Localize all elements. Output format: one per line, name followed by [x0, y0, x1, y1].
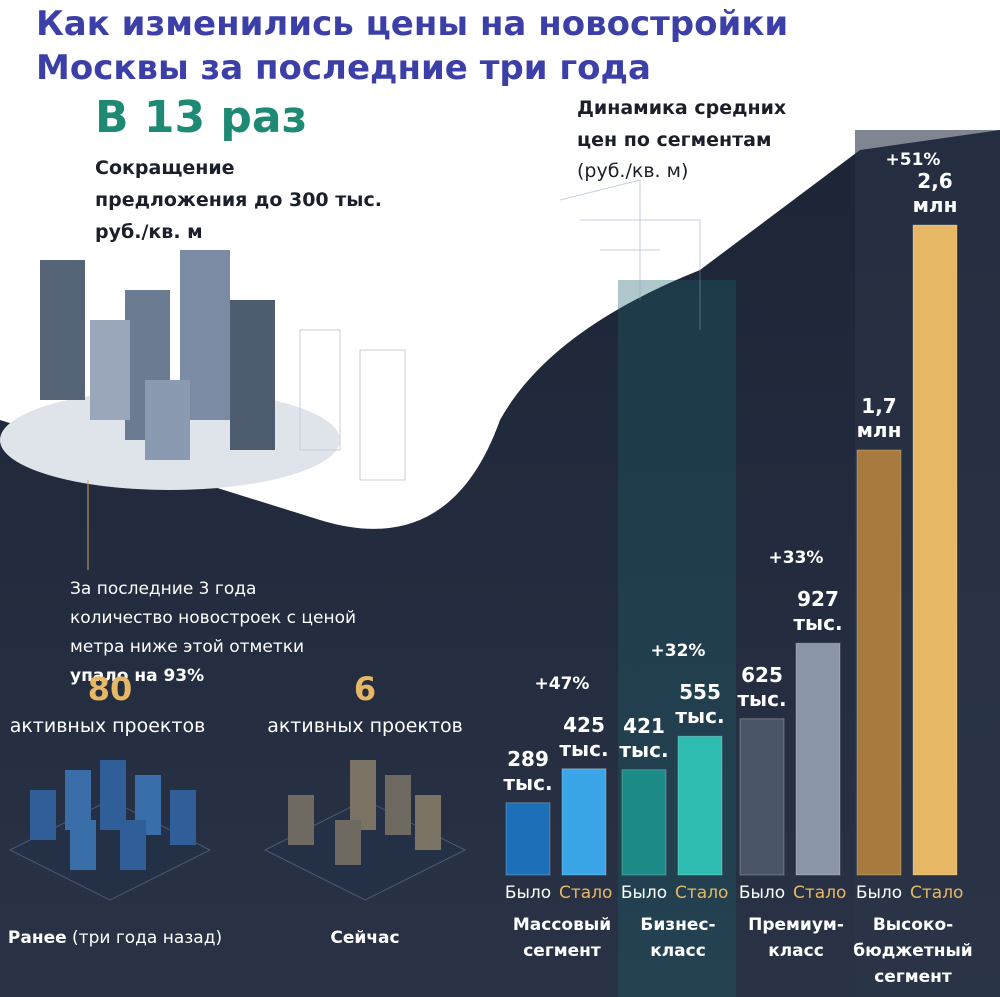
value-label: 289 тыс.: [503, 746, 553, 795]
legend-label: Было: [738, 883, 786, 903]
caption-bold: Ранее: [7, 928, 67, 948]
city-illustration: [0, 250, 406, 490]
note-bold: упало на 93%: [70, 666, 205, 686]
count: 6: [353, 670, 377, 708]
annotation: +33%: [768, 548, 824, 569]
legend-label: Было: [620, 883, 668, 903]
headline: В 13 раз: [95, 92, 308, 143]
bar: [561, 768, 607, 876]
before-cluster: [8, 760, 212, 901]
value-label: 2,6 млн: [912, 169, 958, 217]
value-label: 421 тыс.: [619, 713, 669, 762]
value-label: 1,7 млн: [856, 394, 902, 442]
value-label: 425 тыс.: [559, 712, 609, 761]
annotation: +47%: [534, 673, 590, 694]
note: За последние 3 года количество новострое…: [70, 575, 360, 691]
legend-label: Стало: [559, 883, 613, 903]
bar: [856, 449, 902, 876]
annotation: +51%: [885, 150, 941, 170]
legend-label: Было: [504, 883, 552, 903]
bar: [621, 769, 667, 876]
legend-label: Стало: [675, 883, 729, 903]
caption: Ранее (три года назад): [0, 928, 230, 948]
bar: [795, 642, 841, 876]
caption-text: (три года назад): [72, 928, 223, 948]
category-label: Высоко-бюджетный сегмент: [853, 915, 973, 987]
now-cluster: [263, 760, 467, 901]
legend-label: Было: [855, 883, 903, 903]
legend-label: Стало: [793, 883, 847, 903]
value-label: 625 тыс.: [737, 662, 787, 711]
count: 80: [87, 670, 133, 708]
chart-title: Динамика средних цен по сегментам: [577, 97, 787, 151]
chart-subtitle: (руб./кв. м): [577, 160, 689, 182]
count-label: активных проектов: [9, 715, 206, 737]
category-label: Премиум-класс: [748, 915, 844, 961]
line-art: [559, 179, 701, 330]
legend-label: Стало: [910, 883, 964, 903]
annotation: +32%: [650, 641, 706, 662]
bar: [677, 735, 723, 876]
category-label: Массовый сегмент: [512, 915, 612, 961]
note-text: За последние 3 года количество новострое…: [70, 579, 357, 657]
caption: Сейчас: [330, 928, 400, 948]
bar: [912, 224, 958, 876]
value-label: 927 тыс.: [793, 587, 843, 636]
supply-text: Сокращение предложения до 300 тыс. руб./…: [95, 157, 382, 243]
value-label: 555 тыс.: [675, 680, 725, 729]
title: Как изменились цены на новостройки Москв…: [36, 4, 789, 88]
count-label: активных проектов: [267, 715, 463, 737]
category-label: Бизнес-класс: [640, 915, 716, 961]
bar: [505, 802, 551, 876]
column-strip: [618, 280, 736, 997]
bar: [739, 718, 785, 876]
